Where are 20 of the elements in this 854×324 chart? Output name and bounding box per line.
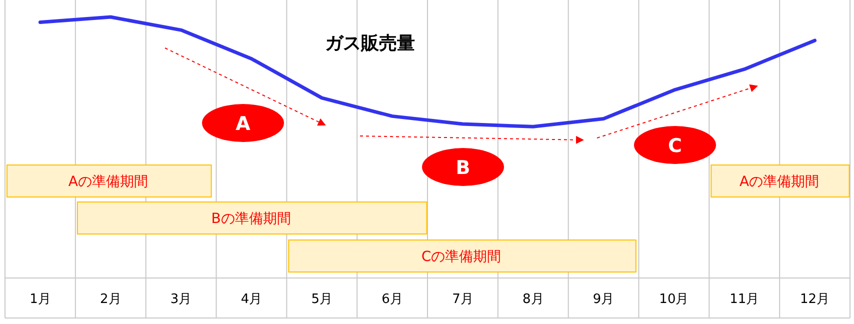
x-tick-label: 6月 [382, 292, 403, 307]
annotation: Aの準備期間 [68, 174, 148, 190]
annotation: Cの準備期間 [421, 249, 502, 265]
x-tick-label: 9月 [592, 292, 614, 307]
annotation: C [668, 135, 682, 157]
x-tick-label: 8月 [522, 292, 544, 307]
x-tick-label: 3月 [170, 292, 192, 307]
x-tick-label: 1月 [30, 292, 51, 307]
text: ガス販売量 [325, 33, 415, 54]
x-tick-label: 2月 [100, 292, 122, 307]
annotation: Bの準備期間 [211, 211, 291, 227]
x-tick-label: 4月 [240, 292, 262, 307]
annotation: B [456, 157, 470, 179]
x-tick-label: 5月 [311, 292, 333, 307]
x-tick-label: 11月 [730, 292, 760, 307]
annotation: A [236, 113, 251, 135]
x-tick-label: 7月 [452, 292, 474, 307]
x-tick-label: 10月 [659, 292, 689, 307]
annotation: Aの準備期間 [739, 174, 820, 190]
x-tick-label: 12月 [800, 292, 830, 307]
